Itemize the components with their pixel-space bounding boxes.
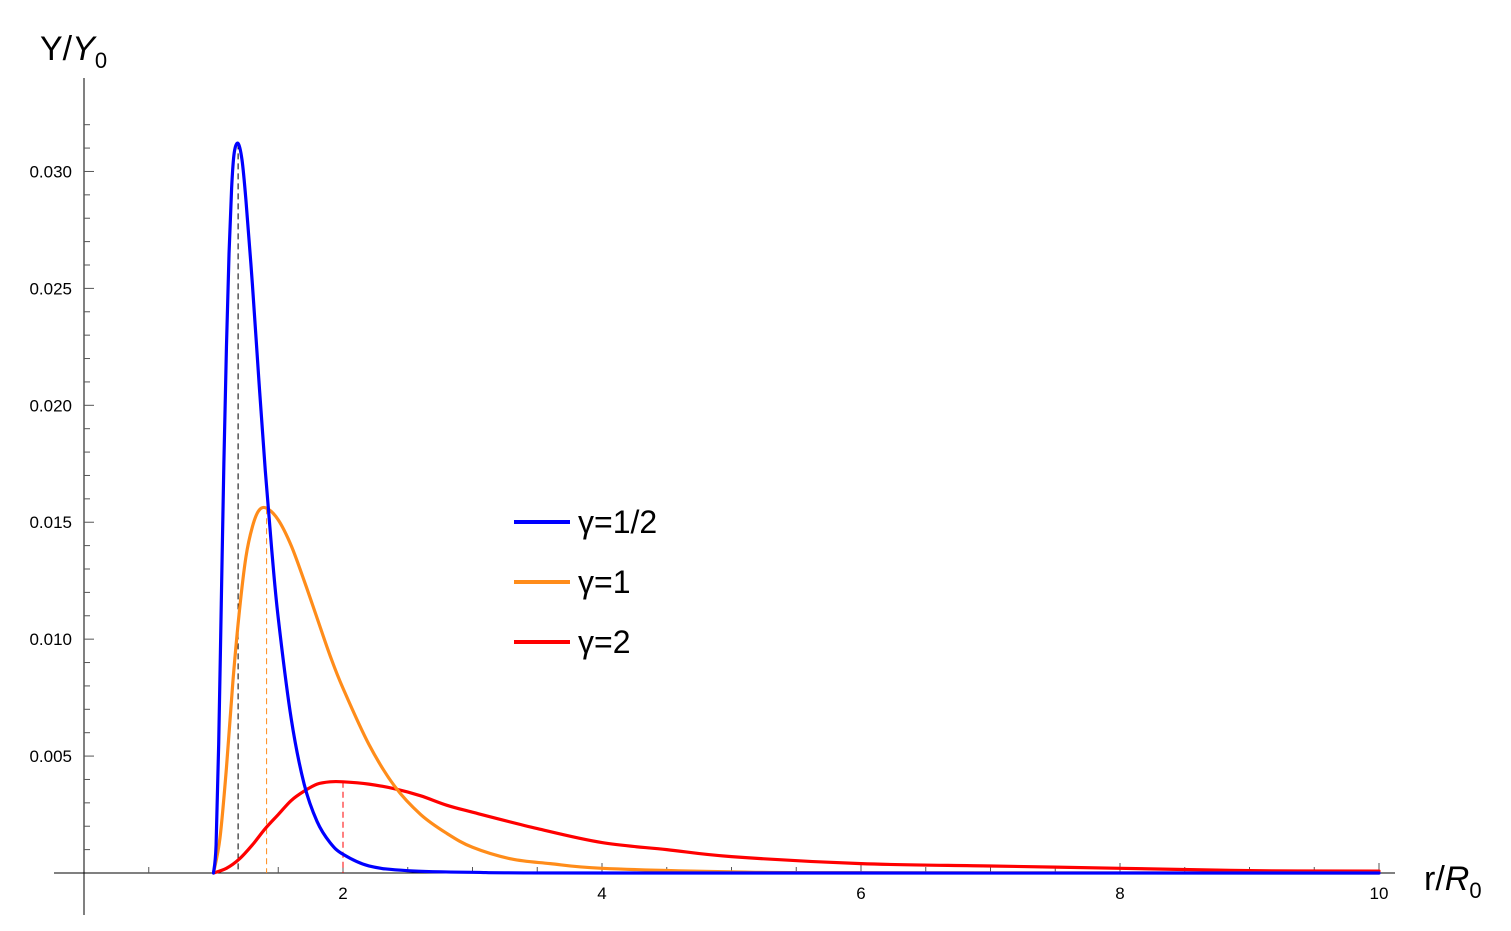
y-tick-label: 0.005 xyxy=(29,747,72,766)
ticks: 2 4 6 8 10 0.005 0.010 0.015 0.020 0.025 0.030 xyxy=(29,124,1389,903)
legend-label-1: γ=1 xyxy=(578,564,630,600)
series-lines xyxy=(211,141,1381,875)
x-tick-label: 4 xyxy=(597,884,606,903)
x-tick-label: 10 xyxy=(1370,884,1389,903)
y-tick-label: 0.015 xyxy=(29,513,72,532)
x-tick-label: 8 xyxy=(1115,884,1124,903)
legend-label-0: γ=1/2 xyxy=(578,504,657,540)
y-axis-title: Y/Y0 xyxy=(40,30,107,73)
y-tick-label: 0.030 xyxy=(29,162,72,181)
x-tick-label: 2 xyxy=(338,884,347,903)
series-line-1 xyxy=(211,505,1381,875)
y-tick-label: 0.010 xyxy=(29,630,72,649)
y-tick-label: 0.025 xyxy=(29,279,72,298)
legend: γ=1/2 γ=1 γ=2 xyxy=(514,504,657,660)
x-tick-label: 6 xyxy=(856,884,865,903)
legend-label-2: γ=2 xyxy=(578,624,630,660)
axes xyxy=(54,78,1395,915)
y-tick-label: 0.020 xyxy=(29,396,72,415)
peak-droplines xyxy=(237,143,344,873)
series-line-2 xyxy=(211,779,1381,875)
x-axis-title: r/R0 xyxy=(1424,860,1482,903)
series-line-0 xyxy=(211,141,1381,875)
